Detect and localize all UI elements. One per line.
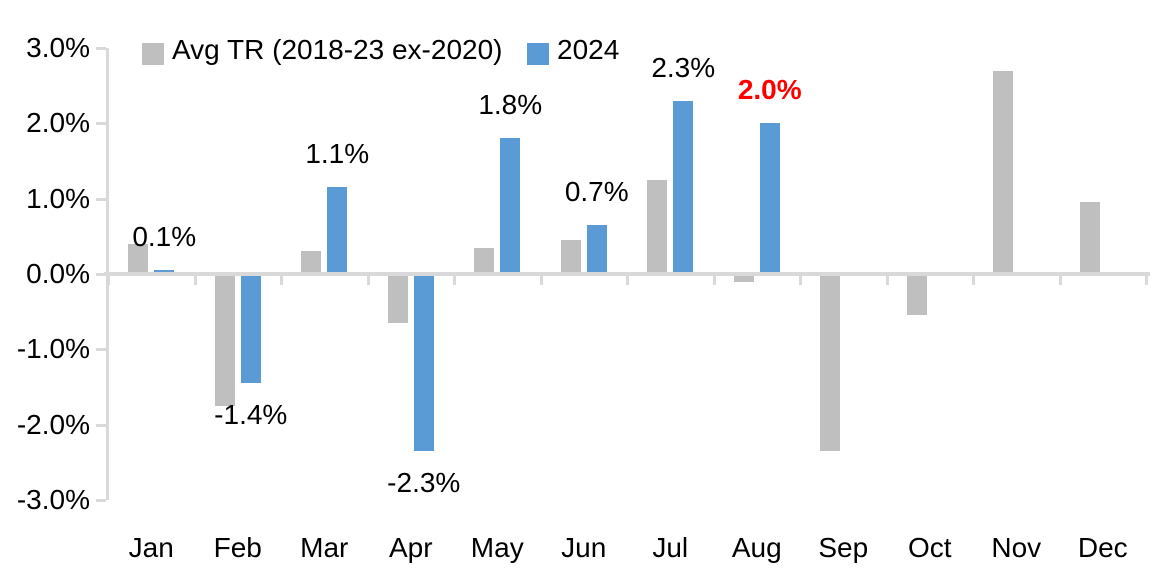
legend-label-avg-tr: Avg TR (2018-23 ex-2020)	[172, 34, 503, 65]
y-tick-label: 2.0%	[26, 107, 90, 139]
x-tick	[972, 276, 975, 285]
month-label-apr: Apr	[388, 532, 433, 563]
data-label-jan: 0.1%	[132, 221, 197, 253]
y-tick	[96, 122, 106, 126]
bar-avg-jul	[647, 179, 668, 274]
month-label-mar: Mar	[300, 532, 349, 563]
y-tick	[96, 273, 106, 276]
bar-avg-jun	[560, 240, 581, 274]
x-tick	[539, 276, 543, 285]
legend-label-2024: 2024	[557, 34, 620, 65]
bar-avg-jan	[128, 243, 149, 274]
month-label-feb: Feb	[213, 532, 262, 563]
data-label-aug: 2.0%	[737, 74, 802, 106]
y-tick	[96, 47, 106, 50]
x-tick	[885, 276, 889, 285]
month-label-oct: Oct	[907, 532, 952, 563]
month-label-jul: Jul	[652, 532, 689, 563]
y-tick-label: -2.0%	[16, 408, 90, 440]
y-tick	[96, 423, 106, 427]
bar-avg-aug	[733, 274, 754, 282]
x-tick	[799, 276, 802, 285]
y-tick-label: -1.0%	[16, 333, 90, 365]
month-label-dec: Dec	[1077, 532, 1128, 563]
data-label-feb: -1.4%	[214, 399, 288, 431]
y-tick	[96, 197, 106, 201]
bar-avg-oct	[906, 274, 927, 316]
bar-2024-jun	[586, 225, 607, 274]
month-label-sep: Sep	[818, 532, 869, 563]
bar-avg-feb	[214, 274, 235, 406]
bar-2024-apr	[413, 274, 434, 452]
y-tick-label: 0.0%	[26, 258, 90, 289]
data-label-apr: -2.3%	[387, 467, 461, 499]
y-tick-label: -3.0%	[16, 483, 90, 515]
x-axis-line	[104, 272, 1150, 276]
data-label-may: 1.8%	[478, 89, 543, 121]
bar-avg-mar	[301, 251, 322, 274]
month-label-may: May	[470, 532, 524, 563]
bar-2024-may	[500, 138, 521, 274]
month-label-nov: Nov	[991, 532, 1042, 563]
legend-swatch-2024	[527, 43, 549, 65]
legend-swatch-avg-tr	[142, 43, 164, 65]
bar-2024-jul	[673, 100, 694, 274]
x-tick	[107, 276, 110, 285]
month-label-jan: Jan	[128, 532, 174, 563]
bar-avg-apr	[387, 274, 408, 323]
x-tick	[366, 276, 370, 285]
x-tick	[712, 276, 716, 285]
y-tick-label: 3.0%	[26, 32, 90, 63]
bar-avg-nov	[993, 70, 1014, 274]
x-tick	[626, 276, 629, 285]
x-tick	[280, 276, 283, 285]
data-label-jun: 0.7%	[564, 176, 629, 208]
month-label-jun: Jun	[561, 532, 607, 563]
x-tick	[193, 276, 197, 285]
bar-avg-may	[474, 247, 495, 274]
y-tick	[96, 498, 106, 502]
bar-2024-mar	[327, 187, 348, 274]
y-tick-label: 1.0%	[26, 182, 90, 214]
month-label-aug: Aug	[731, 532, 782, 563]
bar-2024-aug	[759, 123, 780, 274]
x-tick	[1058, 276, 1062, 285]
data-label-jul: 2.3%	[651, 51, 716, 83]
data-label-mar: 1.1%	[305, 138, 370, 170]
bar-avg-sep	[820, 274, 841, 452]
bar-avg-dec	[1079, 202, 1100, 274]
x-tick	[1145, 276, 1148, 285]
x-tick	[453, 276, 456, 285]
bar-2024-feb	[240, 274, 261, 384]
y-tick	[96, 348, 106, 352]
